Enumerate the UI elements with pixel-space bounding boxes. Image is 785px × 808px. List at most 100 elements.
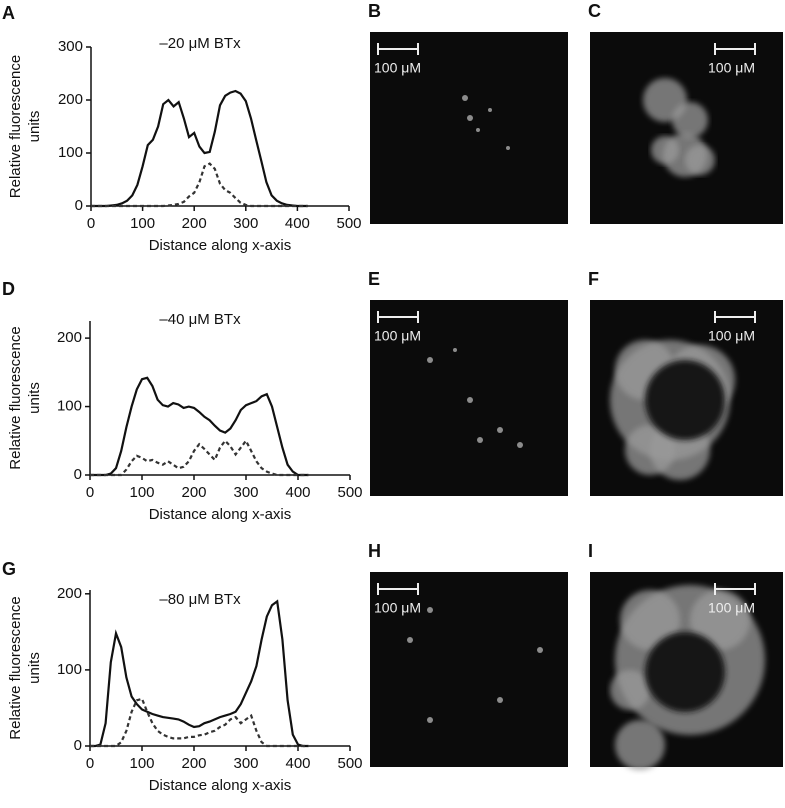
scale-label: 100 μM bbox=[708, 328, 755, 344]
cell-signal bbox=[517, 442, 523, 448]
x-tick-label: 500 bbox=[336, 215, 361, 232]
cell-signal bbox=[690, 590, 750, 650]
image-panel bbox=[590, 300, 783, 496]
image-panel bbox=[590, 572, 783, 770]
micrograph bbox=[370, 32, 568, 224]
data-line bbox=[91, 162, 308, 208]
panel-letter: I bbox=[588, 541, 593, 561]
panel-letter: E bbox=[368, 269, 380, 289]
y-tick-label: 0 bbox=[74, 737, 82, 754]
cell-signal bbox=[467, 397, 473, 403]
y-axis-label: units bbox=[26, 111, 43, 143]
hollow-core bbox=[645, 632, 725, 712]
image-panel bbox=[370, 572, 568, 767]
y-axis-label: units bbox=[26, 382, 43, 414]
cell-signal bbox=[453, 348, 457, 352]
cell-signal bbox=[476, 128, 480, 132]
panel-letter: A bbox=[2, 3, 15, 23]
cell-signal bbox=[497, 697, 503, 703]
cell-signal bbox=[625, 425, 675, 475]
x-tick-label: 400 bbox=[285, 755, 310, 772]
y-axis-label: Relative fluorescence bbox=[7, 596, 24, 739]
y-tick-label: 200 bbox=[57, 329, 82, 346]
x-axis-label: Distance along x-axis bbox=[149, 237, 292, 254]
x-tick-label: 400 bbox=[285, 215, 310, 232]
x-tick-label: 300 bbox=[233, 215, 258, 232]
chart-title: –20 μM BTx bbox=[159, 35, 241, 52]
image-panel bbox=[370, 300, 568, 496]
scale-bar bbox=[377, 43, 419, 55]
cell-signal bbox=[488, 108, 492, 112]
cell-signal bbox=[497, 427, 503, 433]
chart-title: –40 μM BTx bbox=[159, 311, 241, 328]
scale-bar bbox=[377, 583, 419, 595]
x-tick-label: 200 bbox=[182, 215, 207, 232]
x-tick-label: 300 bbox=[233, 755, 258, 772]
chart-title: –80 μM BTx bbox=[159, 591, 241, 608]
scale-bar bbox=[714, 583, 756, 595]
data-line bbox=[91, 89, 308, 208]
x-tick-label: 200 bbox=[181, 755, 206, 772]
x-tick-label: 100 bbox=[129, 755, 154, 772]
x-axis-label: Distance along x-axis bbox=[149, 506, 292, 523]
scale-bar bbox=[714, 43, 756, 55]
cell-signal bbox=[427, 357, 433, 363]
panel-letter: G bbox=[2, 559, 16, 579]
y-axis-label: Relative fluorescence bbox=[7, 326, 24, 469]
cell-signal bbox=[651, 136, 679, 164]
y-axis-label: units bbox=[26, 652, 43, 684]
y-axis-label: Relative fluorescence bbox=[7, 55, 24, 198]
panel-letter: C bbox=[588, 1, 601, 21]
x-tick-label: 100 bbox=[129, 484, 154, 501]
y-tick-label: 200 bbox=[58, 91, 83, 108]
y-tick-label: 100 bbox=[57, 661, 82, 678]
cell-signal bbox=[467, 115, 473, 121]
scale-label: 100 μM bbox=[708, 60, 755, 76]
x-tick-label: 100 bbox=[130, 215, 155, 232]
scale-bar bbox=[714, 311, 756, 323]
x-tick-label: 500 bbox=[337, 755, 362, 772]
micrograph bbox=[370, 572, 568, 767]
cell-signal bbox=[672, 102, 708, 138]
image-panel bbox=[370, 32, 568, 224]
scale-label: 100 μM bbox=[374, 328, 421, 344]
cell-signal bbox=[407, 637, 413, 643]
data-line bbox=[90, 376, 309, 477]
y-tick-label: 300 bbox=[58, 38, 83, 55]
panel-letter: F bbox=[588, 269, 599, 289]
cell-signal bbox=[427, 717, 433, 723]
data-line bbox=[90, 438, 309, 477]
cell-signal bbox=[477, 437, 483, 443]
y-tick-label: 0 bbox=[75, 197, 83, 214]
x-tick-label: 0 bbox=[87, 215, 95, 232]
scale-label: 100 μM bbox=[374, 60, 421, 76]
x-axis-label: Distance along x-axis bbox=[149, 777, 292, 794]
x-tick-label: 200 bbox=[181, 484, 206, 501]
cell-signal bbox=[620, 590, 680, 650]
cell-signal bbox=[506, 146, 510, 150]
scale-label: 100 μM bbox=[374, 600, 421, 616]
cell-signal bbox=[685, 145, 715, 175]
x-tick-label: 0 bbox=[86, 484, 94, 501]
cell-signal bbox=[615, 720, 665, 770]
y-tick-label: 200 bbox=[57, 585, 82, 602]
scale-label: 100 μM bbox=[708, 600, 755, 616]
panel-letter: B bbox=[368, 1, 381, 21]
cell-signal bbox=[537, 647, 543, 653]
data-line bbox=[90, 697, 309, 748]
cell-signal bbox=[610, 670, 650, 710]
x-tick-label: 300 bbox=[233, 484, 258, 501]
scale-bar bbox=[377, 311, 419, 323]
image-panel bbox=[590, 32, 783, 224]
y-tick-label: 100 bbox=[57, 398, 82, 415]
cell-signal bbox=[462, 95, 468, 101]
x-tick-label: 0 bbox=[86, 755, 94, 772]
x-tick-label: 500 bbox=[337, 484, 362, 501]
cell-signal bbox=[427, 607, 433, 613]
panel-letter: H bbox=[368, 541, 381, 561]
panel-letter: D bbox=[2, 279, 15, 299]
hollow-core bbox=[645, 360, 725, 440]
x-tick-label: 400 bbox=[285, 484, 310, 501]
data-line bbox=[90, 599, 309, 748]
